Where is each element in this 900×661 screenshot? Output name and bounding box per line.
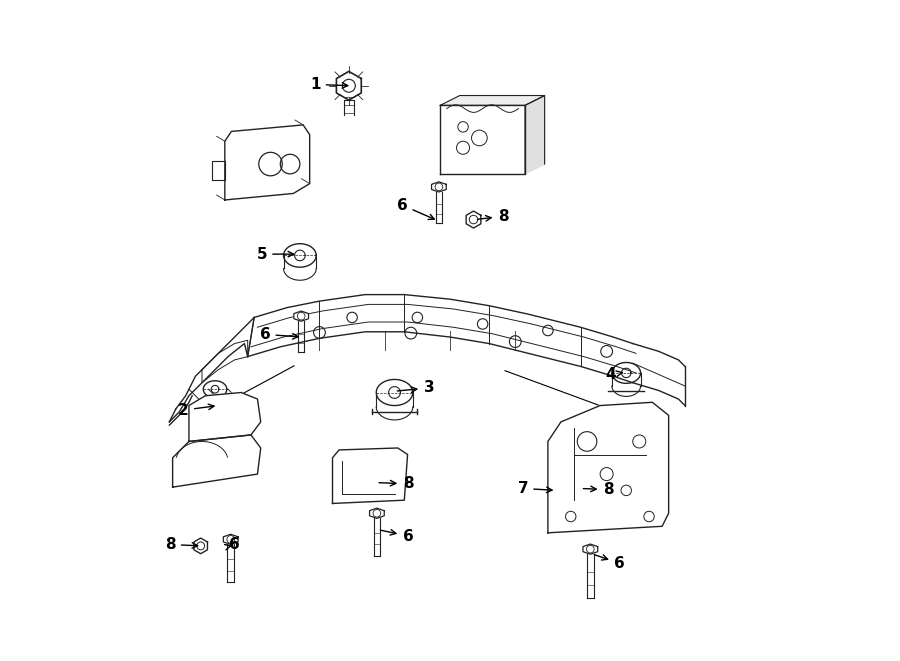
Text: 5: 5	[256, 247, 293, 262]
Text: 8: 8	[583, 483, 614, 497]
Text: 1: 1	[310, 77, 347, 92]
Polygon shape	[337, 71, 361, 100]
Polygon shape	[293, 311, 309, 321]
Polygon shape	[440, 105, 525, 174]
Polygon shape	[583, 544, 598, 554]
Polygon shape	[525, 96, 544, 174]
Polygon shape	[225, 125, 310, 200]
Polygon shape	[189, 393, 261, 442]
Text: 6: 6	[381, 529, 414, 543]
Text: 6: 6	[260, 327, 298, 342]
Polygon shape	[173, 435, 261, 487]
Polygon shape	[466, 211, 481, 228]
Text: 6: 6	[397, 198, 435, 219]
Polygon shape	[572, 482, 586, 498]
Text: 8: 8	[478, 209, 508, 224]
Polygon shape	[368, 475, 382, 490]
Text: 2: 2	[178, 403, 214, 418]
Text: 6: 6	[224, 537, 240, 552]
Polygon shape	[548, 403, 669, 533]
Text: 6: 6	[594, 555, 625, 571]
Text: 8: 8	[166, 537, 198, 552]
Text: 7: 7	[518, 481, 552, 496]
Polygon shape	[432, 182, 446, 192]
Polygon shape	[223, 534, 238, 545]
Polygon shape	[194, 538, 208, 554]
Text: 3: 3	[397, 381, 435, 395]
Polygon shape	[440, 96, 544, 105]
Polygon shape	[332, 448, 408, 504]
Text: 4: 4	[606, 368, 622, 382]
Polygon shape	[370, 508, 384, 518]
Text: 8: 8	[379, 477, 414, 491]
